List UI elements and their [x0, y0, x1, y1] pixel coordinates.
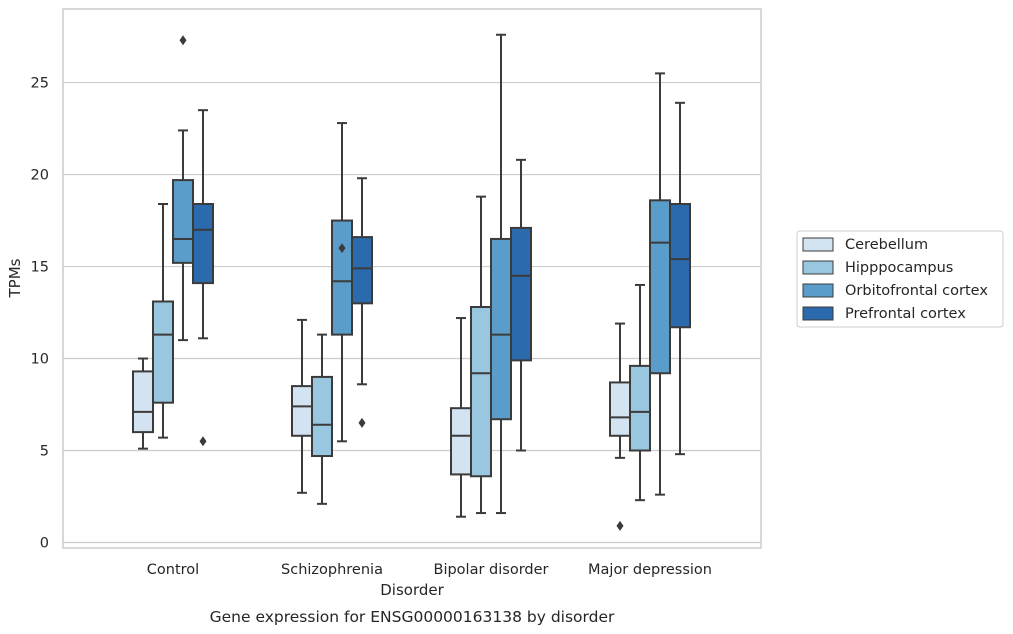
- iqr-box: [311, 375, 333, 458]
- y-axis-title: TPMs: [6, 258, 24, 298]
- y-tick-labels: 0 5 10 15 20 25: [31, 76, 49, 552]
- x-tick-label-3: Bipolar disorder: [434, 562, 549, 578]
- iqr-box: [132, 370, 154, 434]
- outlier-marker-1: [199, 436, 207, 447]
- legend-label-4: Prefrontal cortex: [845, 306, 966, 322]
- x-tick-label-1: Control: [147, 562, 199, 578]
- legend-swatch-2: [802, 260, 834, 275]
- legend: Cerebellum Hipppocampus Orbitofrontal cort…: [796, 230, 1004, 328]
- outlier-marker-1: [179, 35, 187, 46]
- box-hipppocampus-2: [311, 333, 333, 505]
- iqr-box: [609, 381, 631, 437]
- iqr-box: [669, 202, 691, 329]
- x-tick-label-4: Major depression: [588, 562, 712, 578]
- box-prefrontal-cortex-3: [510, 158, 532, 452]
- box-prefrontal-cortex-4: [669, 101, 691, 456]
- iqr-box: [351, 236, 373, 305]
- chart-caption: Gene expression for ENSG00000163138 by d…: [210, 608, 615, 626]
- iqr-box: [510, 226, 532, 362]
- iqr-box: [490, 237, 512, 421]
- legend-swatch-3: [802, 283, 834, 298]
- box-cerebellum-4: [609, 322, 631, 531]
- iqr-box: [629, 364, 651, 452]
- box-hipppocampus-1: [152, 202, 174, 439]
- legend-label-3: Orbitofrontal cortex: [845, 283, 988, 299]
- box-prefrontal-cortex-1: [192, 109, 214, 447]
- outlier-marker-1: [338, 243, 346, 254]
- y-tick-label-10: 10: [31, 352, 49, 368]
- iqr-box: [192, 202, 214, 285]
- plot-area-frame: [62, 8, 762, 549]
- legend-label-2: Hipppocampus: [845, 260, 953, 276]
- iqr-box: [152, 300, 174, 404]
- box-prefrontal-cortex-2: [351, 177, 373, 428]
- box-orbitofrontal-cortex-3: [490, 33, 512, 515]
- legend-swatch-4: [802, 306, 834, 321]
- legend-swatch-1: [802, 237, 834, 252]
- outlier-marker-1: [358, 417, 366, 428]
- y-tick-label-20: 20: [31, 168, 49, 184]
- iqr-box: [649, 199, 671, 375]
- iqr-box: [172, 179, 194, 264]
- iqr-box: [331, 219, 353, 336]
- x-tick-label-2: Schizophrenia: [281, 562, 383, 578]
- outlier-marker-1: [616, 520, 624, 531]
- box-hipppocampus-4: [629, 283, 651, 502]
- iqr-box: [470, 306, 492, 478]
- box-series-group: [132, 33, 691, 531]
- legend-label-1: Cerebellum: [845, 237, 928, 253]
- x-axis-title: Disorder: [380, 581, 444, 599]
- y-tick-label-0: 0: [40, 535, 49, 551]
- iqr-box: [450, 407, 472, 476]
- legend-frame: [796, 230, 1004, 328]
- iqr-box: [291, 385, 313, 437]
- y-tick-label-5: 5: [40, 444, 49, 460]
- y-tick-label-15: 15: [31, 260, 49, 276]
- y-tick-label-25: 25: [31, 76, 49, 92]
- x-tick-labels: Control Schizophrenia Bipolar disorder Majo…: [147, 562, 712, 578]
- box-orbitofrontal-cortex-1: [172, 35, 194, 342]
